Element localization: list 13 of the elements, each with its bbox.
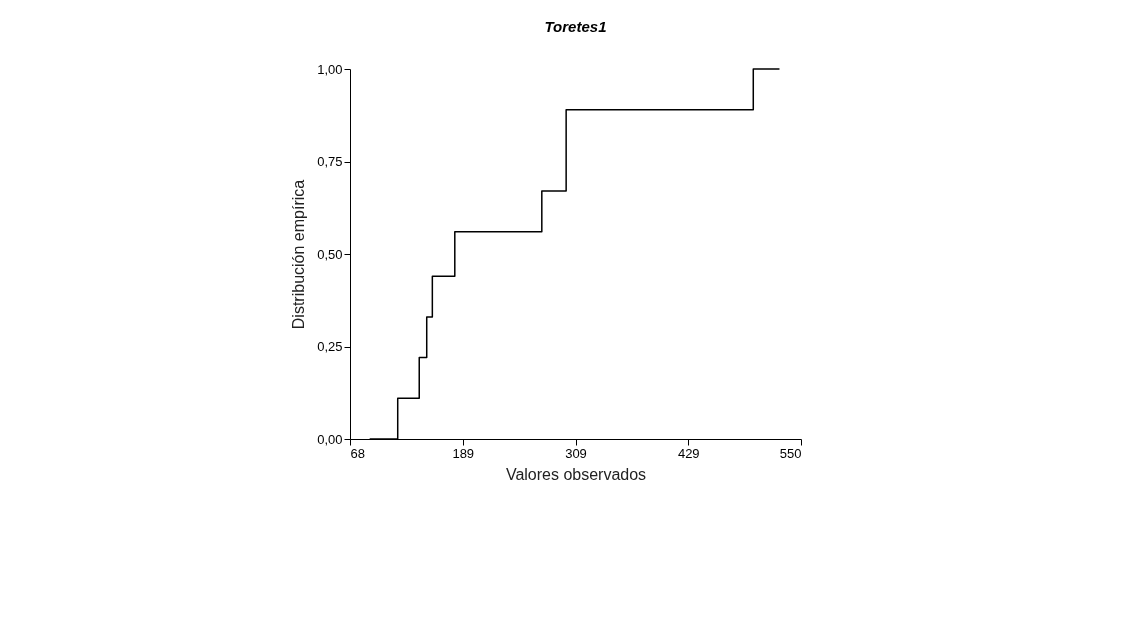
x-tick-label: 309: [565, 445, 587, 461]
x-tick-label: 550: [779, 445, 802, 461]
y-tick-label: 0,75: [317, 154, 343, 169]
x-tick-label: 189: [452, 445, 475, 461]
y-axis-title: Distribución empírica: [290, 179, 308, 330]
y-tick-label: 0,50: [317, 246, 343, 262]
x-tick-label: 68: [350, 445, 365, 461]
y-tick-label: 1,00: [317, 61, 343, 77]
x-tick-label: 429: [677, 445, 700, 461]
y-tick-label: 0,00: [317, 431, 343, 447]
y-tick-label: 0,25: [317, 339, 343, 354]
x-axis-title: Valores observados: [505, 465, 647, 483]
chart-title: Toretes1: [544, 18, 607, 35]
